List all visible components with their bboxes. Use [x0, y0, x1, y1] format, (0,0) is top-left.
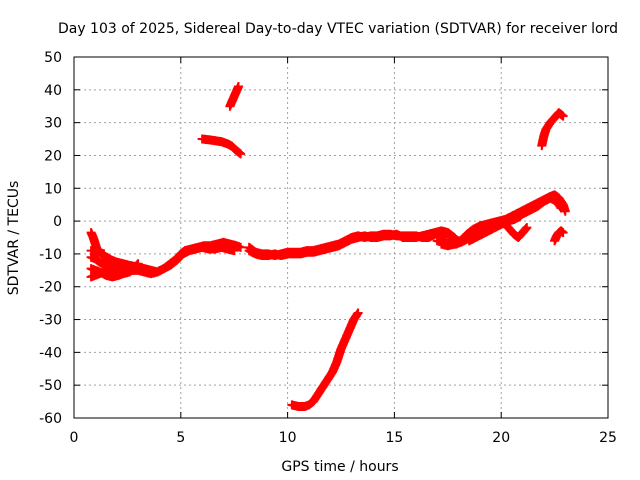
axis-layer: 0 5 10 15 20 25 50 40 30 20 10 0 -10 -20 -30 -40 -50 -60 [39, 50, 617, 446]
x-tick-label: 10 [279, 430, 297, 446]
series-markers [86, 246, 109, 259]
series-early-short [86, 246, 109, 259]
y-tick-label: 0 [53, 214, 62, 230]
series-markers [287, 308, 363, 412]
y-tick-label: 40 [44, 83, 62, 99]
series-markers [500, 219, 532, 242]
series-arc-upper-right [537, 108, 568, 151]
y-tick-label: -60 [39, 411, 62, 427]
series-markers [244, 226, 463, 261]
series-main-band-j [500, 219, 532, 242]
series-markers [86, 259, 143, 282]
y-tick-label: 50 [44, 50, 62, 66]
series-markers [464, 211, 525, 246]
y-tick-label: -30 [39, 313, 62, 329]
x-tick-label: 20 [492, 430, 510, 446]
series-markers [537, 108, 568, 151]
chart-title: Day 103 of 2025, Sidereal Day-to-day VTE… [58, 21, 618, 37]
x-tick-label: 25 [599, 430, 617, 446]
x-tick-label: 15 [385, 430, 403, 446]
y-tick-label: -40 [39, 345, 62, 361]
x-tick-label: 5 [176, 430, 185, 446]
y-tick-label: -50 [39, 378, 62, 394]
series-markers [197, 134, 246, 159]
y-tick-label: -10 [39, 247, 62, 263]
y-tick-label: 30 [44, 116, 62, 132]
series-main-band-i [464, 211, 525, 246]
series-late-low [550, 226, 568, 246]
series-arc-upper-left [197, 134, 246, 159]
grid-layer [74, 57, 608, 418]
y-tick-label: 10 [44, 181, 62, 197]
x-axis-label: GPS time / hours [281, 459, 398, 475]
series-markers [225, 82, 243, 111]
y-tick-label: 20 [44, 148, 62, 164]
series-main-band-d [86, 259, 143, 282]
series-layer [86, 82, 570, 412]
x-tick-label: 0 [70, 430, 79, 446]
y-axis-label: SDTVAR / TECUs [6, 181, 22, 296]
series-arc-upper-top [225, 82, 243, 111]
plot-frame [73, 56, 609, 419]
y-tick-label: -20 [39, 280, 62, 296]
series-markers [550, 226, 568, 246]
series-arc-deep-low [287, 308, 363, 412]
series-main-band-f [244, 226, 463, 261]
